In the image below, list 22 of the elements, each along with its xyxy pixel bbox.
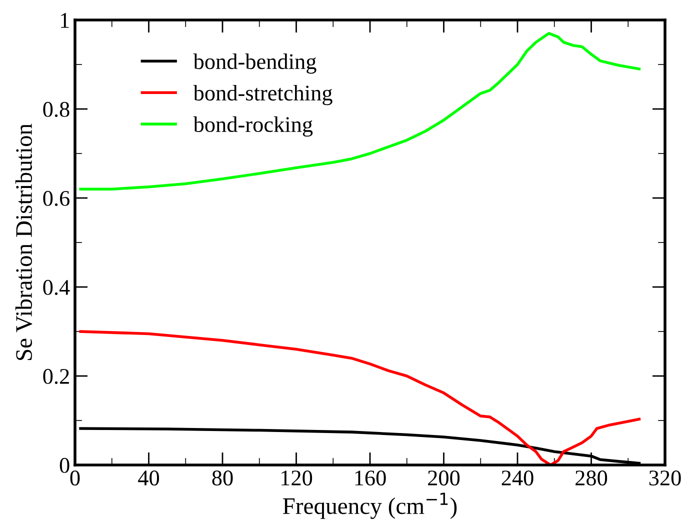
line-series <box>79 330 641 465</box>
legend-label: bond-rocking <box>193 116 313 137</box>
x-tick-label: 280 <box>576 470 608 486</box>
y-tick-label: 0 <box>60 458 70 473</box>
x-tick-label: 160 <box>355 470 386 486</box>
x-tick-label: 320 <box>649 470 681 486</box>
y-tick-label: 0.6 <box>43 190 70 206</box>
y-axis-title: Se Vibration Distribution <box>15 124 32 360</box>
x-tick-label: 200 <box>428 470 460 486</box>
x-tick-label: 40 <box>138 470 160 486</box>
y-tick-label: 0.8 <box>43 102 70 118</box>
y-tick-label: 0.2 <box>43 368 69 384</box>
y-tick-label: 0.4 <box>43 280 70 296</box>
x-tick-label: 0 <box>70 470 80 486</box>
x-tick-label: 80 <box>212 470 233 486</box>
line-series <box>79 32 641 190</box>
legend-label: bond-bending <box>193 53 316 74</box>
x-axis-title: Frequency (cm$^{−1}$) <box>282 492 457 519</box>
legend-label: bond-stretching <box>193 84 332 106</box>
x-tick-label: 240 <box>502 470 534 486</box>
y-tick-label: 1 <box>60 13 69 28</box>
x-tick-label: 120 <box>282 470 312 486</box>
